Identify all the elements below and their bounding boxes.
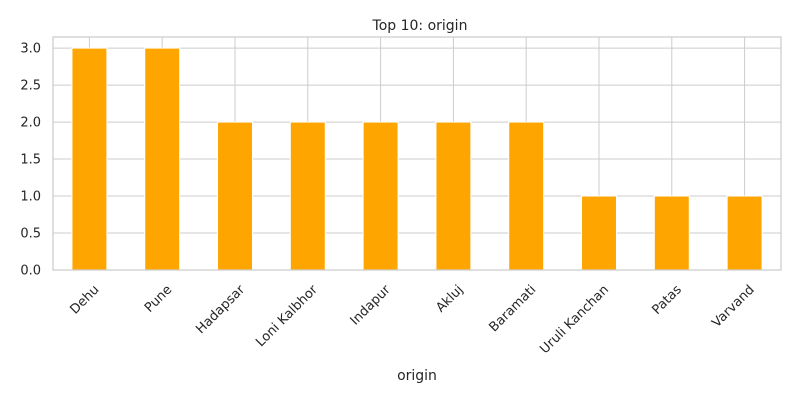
x-tick-label: Akluj — [433, 282, 466, 315]
y-tick-label: 0.0 — [20, 264, 41, 279]
x-axis-label: origin — [397, 368, 437, 384]
chart-title: Top 10: origin — [372, 18, 468, 34]
bar-uruli-kanchan — [581, 195, 617, 271]
y-tick-label: 1.5 — [20, 153, 41, 168]
x-tick-label: Hadapsar — [193, 282, 248, 337]
bar-indapur — [362, 121, 399, 271]
x-tick-label: Varvand — [709, 282, 757, 330]
bars-layer — [71, 47, 763, 271]
bar-akluj — [435, 121, 472, 271]
bar-hadapsar — [217, 121, 253, 271]
x-tick-label: Baramati — [487, 282, 540, 335]
y-tick-label: 2.0 — [20, 116, 41, 131]
bar-loni-kalbhor — [289, 121, 326, 271]
x-tick-label: Indapur — [348, 282, 395, 329]
x-tick-label: Pune — [142, 282, 175, 315]
x-tick-label: Patas — [649, 282, 685, 318]
bar-pune — [144, 47, 181, 271]
y-tick-labels: 0.0 0.5 1.0 1.5 2.0 2.5 3.0 — [20, 42, 41, 279]
bar-patas — [653, 195, 690, 271]
y-tick-label: 0.5 — [20, 227, 41, 242]
bar-varvand — [726, 195, 763, 271]
bar-baramati — [508, 121, 545, 271]
y-tick-label: 3.0 — [20, 42, 41, 57]
x-tick-label: Dehu — [67, 282, 102, 317]
bar-dehu — [71, 47, 108, 271]
x-tick-label: Loni Kalbhor — [253, 282, 321, 350]
y-tick-label: 2.5 — [20, 79, 41, 94]
plot-frame — [52, 36, 782, 271]
x-tick-labels: Dehu Pune Hadapsar Loni Kalbhor Indapur Akluj… — [67, 282, 757, 357]
x-tick-label: Uruli Kanchan — [537, 282, 612, 357]
y-tick-label: 1.0 — [20, 190, 41, 205]
